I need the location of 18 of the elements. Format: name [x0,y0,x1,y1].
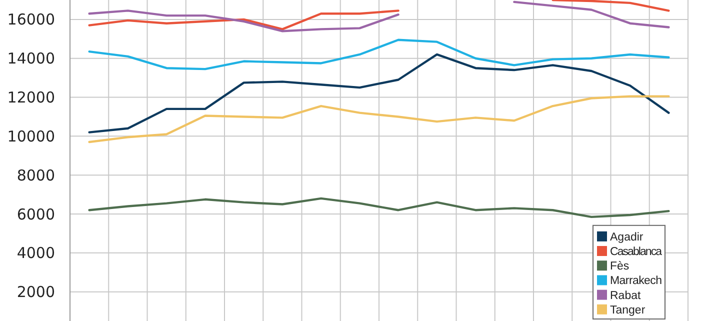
y-tick-label: 2000 [16,283,55,302]
line-series [88,53,670,134]
legend-label: Casablanca [610,246,663,258]
y-tick-label: 10000 [7,127,55,146]
y-tick-label: 12000 [7,88,55,107]
legend-label: Rabat [610,290,642,302]
line-series [88,95,670,144]
line-series [88,197,670,218]
y-tick-label: 14000 [7,50,55,68]
y-tick-label: 4000 [16,244,55,262]
y-tick-label: 8000 [16,166,55,184]
line-series [88,38,670,70]
y-tick-label: 16000 [7,10,55,29]
legend-label: Fès [610,260,630,273]
legend-label: Marrakech [610,275,662,288]
y-tick-label: 6000 [16,205,55,224]
legend-label: Tanger [610,304,646,316]
legend-label: Agadir [610,231,644,244]
